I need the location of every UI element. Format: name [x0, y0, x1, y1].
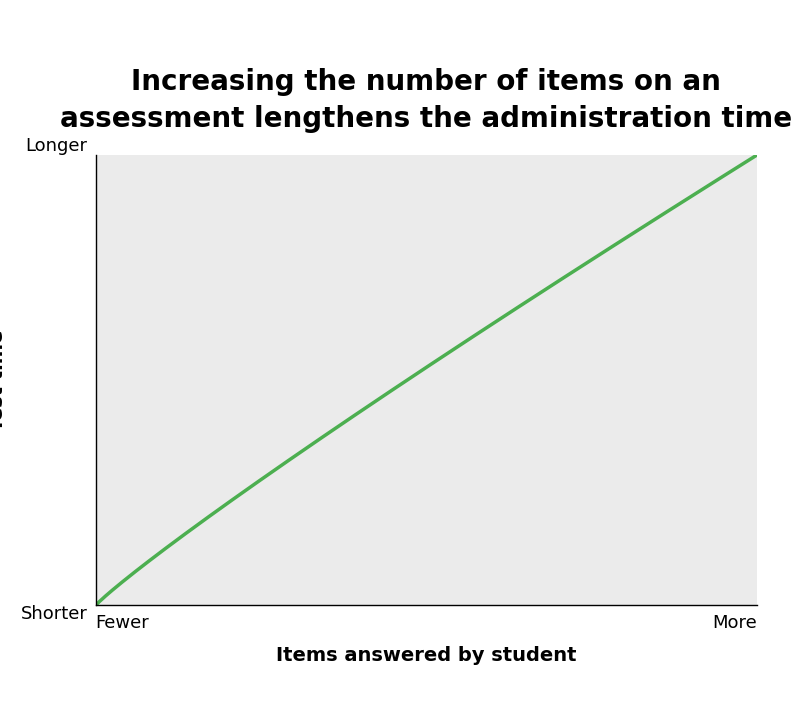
Title: Increasing the number of items on an
assessment lengthens the administration tim: Increasing the number of items on an ass…: [61, 68, 792, 133]
X-axis label: Items answered by student: Items answered by student: [276, 646, 577, 665]
Y-axis label: Test time: Test time: [0, 329, 6, 431]
